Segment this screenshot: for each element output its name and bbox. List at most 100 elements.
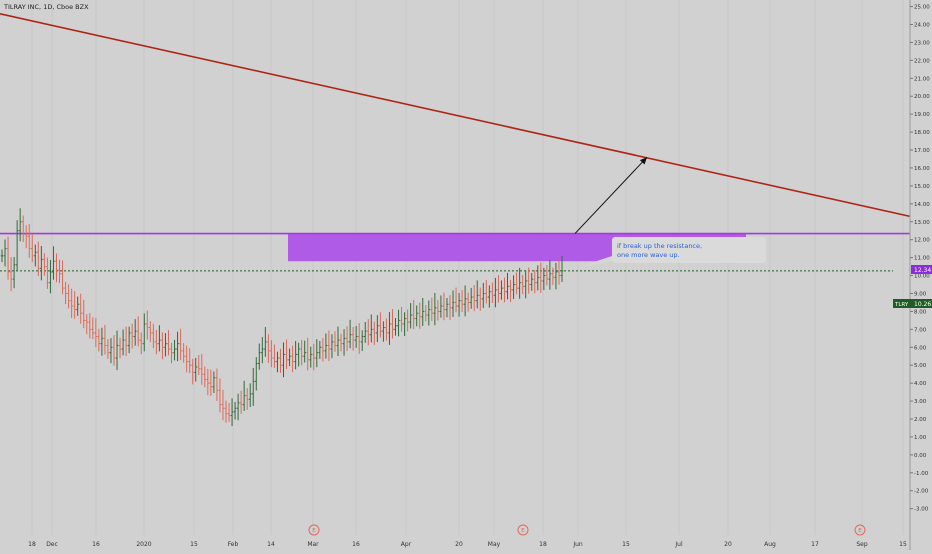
chart-title: TILRAY INC, 1D, Cboe BZX <box>3 3 89 11</box>
ohlc-bar <box>379 312 382 338</box>
ohlc-bar <box>512 275 515 300</box>
time-axis[interactable]: 18 Dec 16 2020 15 Feb 14 Mar 16 Apr 20 May 18 Jun 15 Ju… <box>28 541 907 548</box>
earnings-marker-icon <box>308 524 320 536</box>
y-tick-label: 4.00 <box>914 381 927 387</box>
ohlc-bar <box>354 325 358 348</box>
ohlc-bar <box>376 315 379 343</box>
ohlc-bar <box>170 342 173 364</box>
y-tick-label: 20.00 <box>914 94 930 100</box>
y-tick-label: 13.00 <box>914 220 930 226</box>
x-tick-label: 16 <box>352 541 360 548</box>
ohlc-bar <box>236 393 240 421</box>
ohlc-bar <box>85 314 89 335</box>
ohlc-bar <box>109 338 113 364</box>
ohlc-bar <box>463 285 467 317</box>
y-tick-label: 0.00 <box>914 453 927 459</box>
ohlc-bar <box>194 357 198 382</box>
ohlc-bar <box>518 267 521 299</box>
x-tick-label: 14 <box>267 541 275 548</box>
ohlc-bar <box>179 328 182 361</box>
descending-trendline[interactable] <box>0 12 911 218</box>
ohlc-bar <box>43 253 46 276</box>
ohlc-bar <box>64 281 67 305</box>
ohlc-bar <box>294 341 297 370</box>
ohlc-bar <box>357 323 361 354</box>
ohlc-bar <box>149 321 152 343</box>
ohlc-bar <box>261 337 264 364</box>
y-tick-label: -3.00 <box>914 507 929 513</box>
ohlc-bar <box>254 357 258 391</box>
ohlc-bar <box>530 272 534 291</box>
x-tick-label: Mar <box>307 541 319 548</box>
ohlc-bar <box>158 325 161 352</box>
ohlc-bar <box>230 398 234 426</box>
ohlc-bar <box>418 302 422 329</box>
ohlc-bar <box>430 297 434 321</box>
arrow-head-icon <box>639 157 647 165</box>
ohlc-bar <box>103 324 107 355</box>
ohlc-bar <box>339 333 343 352</box>
ohlc-bar <box>61 260 64 295</box>
x-tick-label: 20 <box>455 541 463 548</box>
ohlc-bar <box>145 310 149 340</box>
y-tick-label: 6.00 <box>914 345 927 351</box>
ohlc-bar <box>321 338 325 362</box>
y-tick-label: 15.00 <box>914 184 930 190</box>
ohlc-bar <box>188 348 191 373</box>
ohlc-bar <box>503 277 506 303</box>
ohlc-bar <box>551 267 555 286</box>
ohlc-bar <box>409 302 412 329</box>
ohlc-bar <box>288 348 291 367</box>
ohlc-bar <box>185 345 188 373</box>
price-axis[interactable]: -3.00 -2.00 -1.00 0.00 1.00 2.00 3.00 4.00 5.00 6… <box>910 5 930 513</box>
ohlc-bar <box>215 368 219 401</box>
ohlc-bar <box>478 287 482 311</box>
annotation-arrow[interactable] <box>574 156 648 234</box>
ohlc-bar <box>421 297 425 326</box>
y-tick-label: 12.00 <box>914 238 930 244</box>
ohlc-bar <box>0 249 4 263</box>
ohlc-bar <box>457 292 461 317</box>
ohlc-bar <box>58 259 61 283</box>
ohlc-bar <box>251 367 255 406</box>
ohlc-bar <box>227 403 231 422</box>
ohlc-bar <box>182 343 185 363</box>
ohlc-bar <box>285 339 288 369</box>
y-tick-label: 11.00 <box>914 256 930 262</box>
ohlc-bar <box>291 345 294 373</box>
ohlc-bar <box>506 272 509 300</box>
ohlc-bar <box>481 282 485 309</box>
ohlc-bar <box>527 267 531 294</box>
ohlc-bar <box>397 309 400 337</box>
annotation-callout[interactable]: if break up the resistance, one more wav… <box>576 237 766 268</box>
ohlc-bar <box>475 280 479 309</box>
ohlc-bar <box>373 321 376 345</box>
y-tick-label: 24.00 <box>914 23 930 29</box>
earnings-marker-label: E <box>521 528 525 534</box>
ohlc-bar <box>439 295 443 318</box>
x-tick-label: 16 <box>92 541 100 548</box>
earnings-marker-icon <box>517 524 529 536</box>
ohlc-bar <box>273 344 276 368</box>
ohlc-bar <box>385 318 388 341</box>
y-tick-label: 1.00 <box>914 435 927 441</box>
ohlc-bar <box>406 309 409 332</box>
ohlc-bar <box>206 368 210 396</box>
ohlc-bar <box>560 256 564 282</box>
ohlc-bar <box>515 272 518 295</box>
ohlc-bar <box>521 275 524 295</box>
callout-box <box>612 237 766 263</box>
earnings-marker-icon <box>854 524 866 536</box>
ohlc-bar <box>112 335 116 366</box>
x-tick-label: May <box>488 541 501 548</box>
ohlc-bars <box>0 208 564 426</box>
ohlc-bar <box>124 326 128 357</box>
ohlc-bar <box>485 280 488 304</box>
ohlc-bar <box>539 262 543 293</box>
y-tick-label: 5.00 <box>914 363 927 369</box>
ohlc-bar <box>533 269 537 294</box>
ohlc-bar <box>427 300 431 326</box>
ohlc-bar <box>52 246 55 280</box>
